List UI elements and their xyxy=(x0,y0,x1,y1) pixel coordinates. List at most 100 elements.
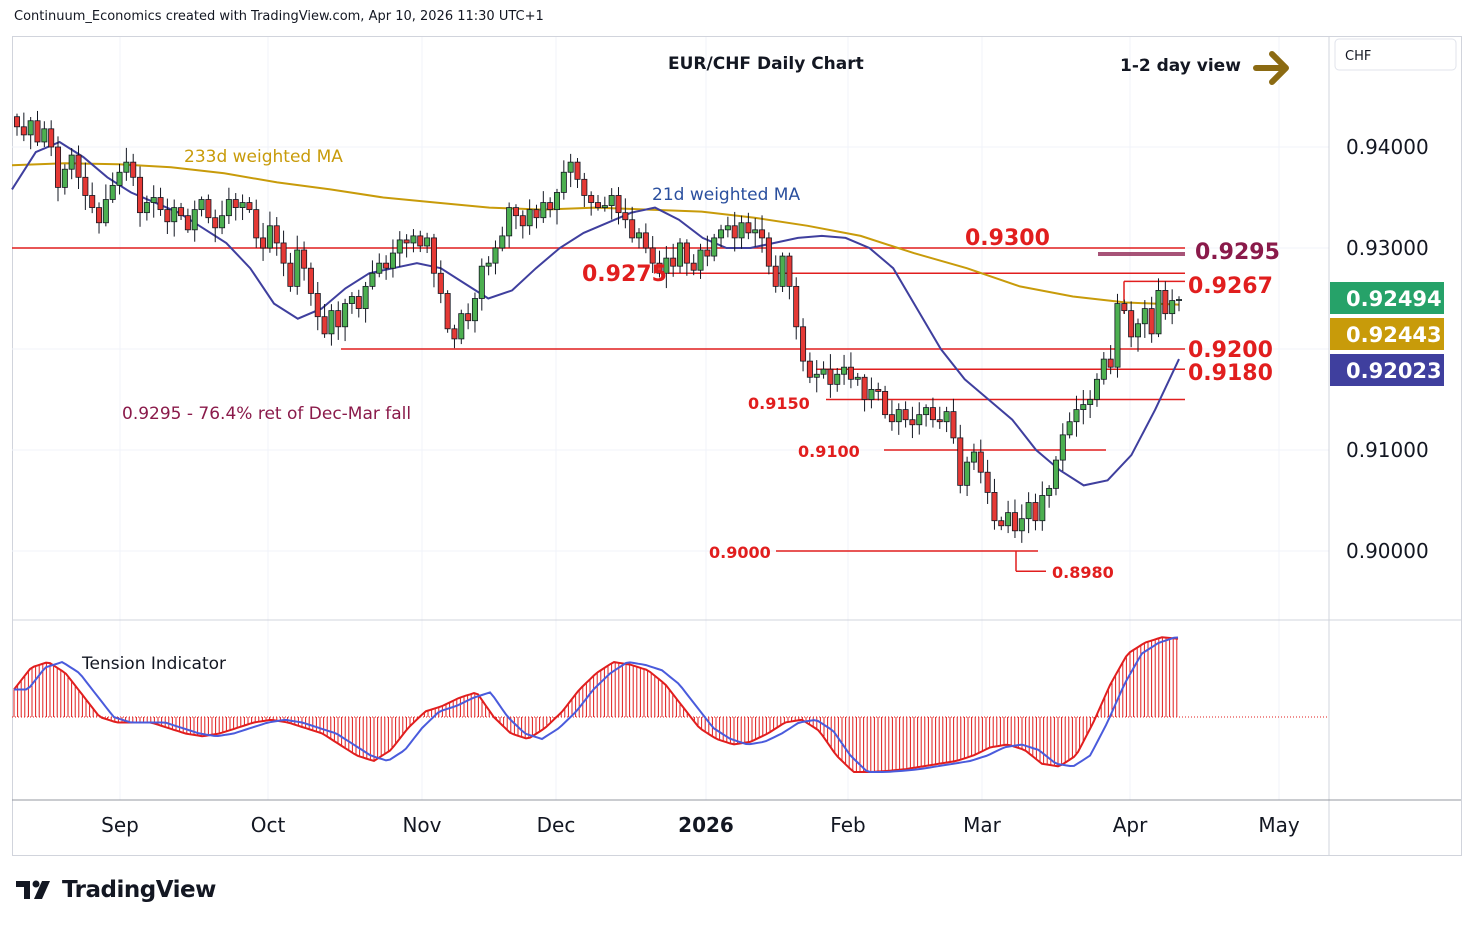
candle-55 xyxy=(389,239,396,278)
x-tick-label: Apr xyxy=(1113,813,1148,837)
candle-106 xyxy=(738,215,745,249)
candle-101 xyxy=(704,235,711,267)
level-label-0.9150: 0.9150 xyxy=(748,394,810,413)
level-label-0.9300: 0.9300 xyxy=(965,226,1050,251)
candle-70 xyxy=(492,240,499,275)
candle-155 xyxy=(1073,395,1080,437)
candle-126 xyxy=(875,382,882,401)
candle-164 xyxy=(1134,318,1141,352)
level-label-0.9100: 0.9100 xyxy=(798,442,860,461)
candle-12 xyxy=(96,202,103,234)
candle-61 xyxy=(430,233,437,288)
candle-157 xyxy=(1087,390,1094,419)
tradingview-logo[interactable]: TradingView xyxy=(16,877,216,903)
candle-9 xyxy=(75,145,82,190)
candle-78 xyxy=(547,197,554,218)
candle-117 xyxy=(813,360,820,393)
candle-33 xyxy=(239,194,246,221)
candle-90 xyxy=(629,206,636,243)
candle-57 xyxy=(403,234,410,258)
candle-160 xyxy=(1107,345,1114,375)
chart-frame xyxy=(12,36,1462,856)
candle-51 xyxy=(362,281,369,323)
candle-29 xyxy=(212,209,219,243)
candle-110 xyxy=(765,232,772,275)
ma21-line xyxy=(11,140,1180,487)
candle-96 xyxy=(670,243,677,277)
price-axis: 0.94000 0.93000 0.91000 0.90000 xyxy=(1346,135,1429,563)
candle-113 xyxy=(786,252,793,300)
candle-107 xyxy=(745,212,752,240)
candle-7 xyxy=(61,164,68,195)
candle-27 xyxy=(198,196,205,217)
candle-130 xyxy=(902,401,909,428)
candle-136 xyxy=(943,406,950,433)
candle-156 xyxy=(1080,390,1087,425)
candle-143 xyxy=(991,478,998,530)
candle-22 xyxy=(164,198,171,235)
candle-82 xyxy=(574,158,581,188)
candle-56 xyxy=(396,231,403,267)
candle-1 xyxy=(20,112,27,142)
candle-161 xyxy=(1114,293,1121,378)
candle-84 xyxy=(588,191,595,216)
candle-140 xyxy=(970,443,977,470)
candle-87 xyxy=(608,188,615,220)
candle-23 xyxy=(171,199,178,237)
svg-text:0.92023: 0.92023 xyxy=(1346,359,1442,383)
candle-0 xyxy=(13,113,20,136)
candle-8 xyxy=(68,148,75,180)
candle-15 xyxy=(116,163,123,195)
candle-81 xyxy=(567,153,574,188)
candle-34 xyxy=(246,197,253,213)
x-tick-label: Mar xyxy=(963,813,1002,837)
candle-62 xyxy=(437,260,444,304)
right-arrow-icon xyxy=(1253,51,1289,85)
time-axis: Sep Oct Nov Dec 2026 Feb Mar Apr May xyxy=(101,813,1300,837)
x-tick-label: Feb xyxy=(830,813,865,837)
x-tick-label: Nov xyxy=(402,813,441,837)
candle-168 xyxy=(1162,281,1169,320)
candle-124 xyxy=(861,374,868,412)
candle-165 xyxy=(1141,300,1148,338)
candle-123 xyxy=(854,372,861,386)
candle-89 xyxy=(622,198,629,229)
candle-48 xyxy=(342,298,349,342)
candle-42 xyxy=(301,241,308,281)
candle-98 xyxy=(683,239,690,276)
candle-137 xyxy=(950,398,957,444)
candle-41 xyxy=(294,235,301,295)
candle-88 xyxy=(615,187,622,225)
currency-label: CHF xyxy=(1345,49,1371,64)
x-tick-label: Sep xyxy=(101,813,139,837)
candle-67 xyxy=(471,292,478,333)
svg-text:0.92494: 0.92494 xyxy=(1346,287,1442,311)
retracement-note: 0.9295 - 76.4% ret of Dec-Mar fall xyxy=(122,404,411,424)
candle-103 xyxy=(718,224,725,248)
candle-150 xyxy=(1039,481,1046,531)
currency-badge[interactable] xyxy=(1334,38,1457,71)
level-label-0.9200: 0.9200 xyxy=(1188,338,1273,363)
tradingview-logo-text: TradingView xyxy=(62,877,216,903)
candle-149 xyxy=(1032,493,1039,531)
level-label-0.9000: 0.9000 xyxy=(709,543,771,562)
candle-97 xyxy=(677,238,684,273)
candle-135 xyxy=(936,406,943,429)
candle-128 xyxy=(888,400,895,431)
candle-11 xyxy=(89,182,96,214)
candle-132 xyxy=(916,402,923,435)
price-badge-last: 0.92494 xyxy=(1330,282,1444,314)
candle-18 xyxy=(137,166,144,227)
y-tick-label: 0.90000 xyxy=(1346,539,1429,563)
candle-121 xyxy=(841,354,848,385)
tension-indicator-label: Tension Indicator xyxy=(81,654,226,674)
candle-166 xyxy=(1148,296,1155,343)
level-label-0.9275: 0.9275 xyxy=(582,262,667,287)
candle-28 xyxy=(205,194,212,224)
candle-159 xyxy=(1100,352,1107,385)
candle-4 xyxy=(41,121,48,147)
candle-44 xyxy=(314,282,321,331)
candle-19 xyxy=(143,195,150,221)
price-badge-ma21: 0.92023 xyxy=(1330,354,1444,386)
